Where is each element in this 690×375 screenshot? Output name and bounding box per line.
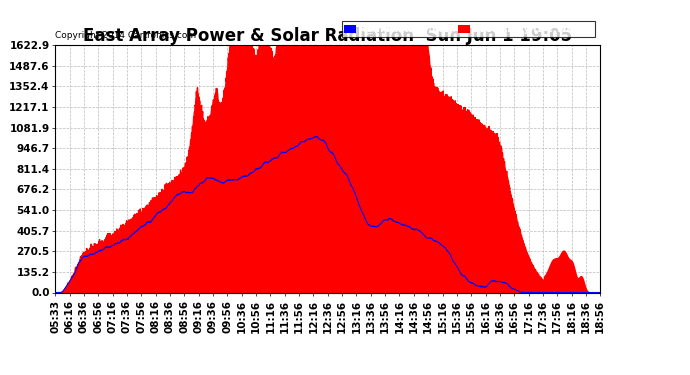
Text: Copyright 2014 Cartronics.com: Copyright 2014 Cartronics.com [55,31,197,40]
Title: East Array Power & Solar Radiation  Sun Jun 1 19:05: East Array Power & Solar Radiation Sun J… [83,27,572,45]
Legend: Radiation (w/m2), East Array (DC Watts): Radiation (w/m2), East Array (DC Watts) [342,21,595,37]
